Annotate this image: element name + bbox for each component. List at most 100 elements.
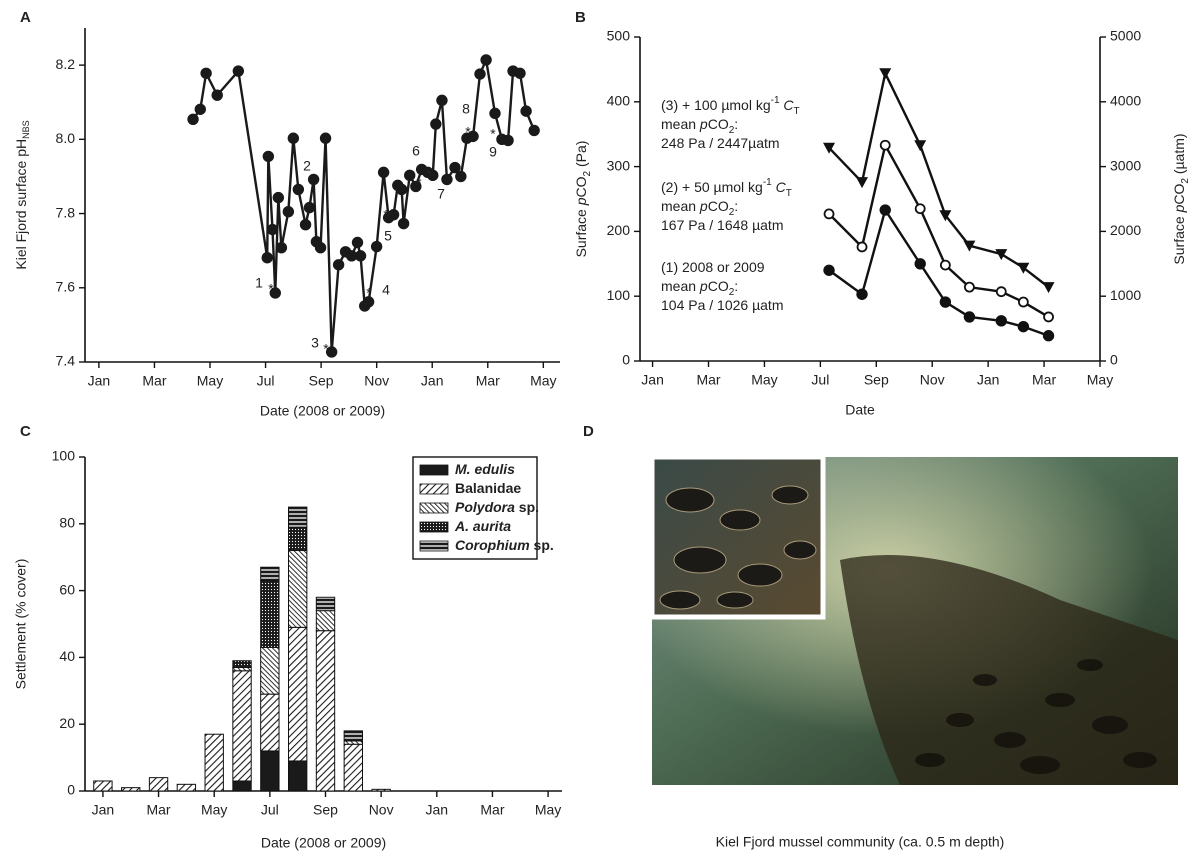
marker — [941, 261, 950, 270]
marker — [264, 152, 274, 162]
figure: AJanMarMayJulSepNovJanMarMay7.47.67.88.0… — [0, 0, 1192, 856]
marker — [915, 259, 925, 269]
panel-label: C — [20, 423, 31, 440]
bar-segment — [261, 567, 279, 580]
annotation: 7 — [437, 186, 445, 202]
annotation: 8 — [462, 101, 470, 117]
marker — [284, 207, 294, 217]
marker — [881, 141, 890, 150]
marker — [880, 205, 890, 215]
bar-segment — [344, 741, 362, 744]
bar-segment — [316, 597, 334, 610]
marker — [277, 243, 287, 253]
annotation: 9 — [489, 144, 497, 160]
y-tick-label: 7.4 — [56, 353, 76, 369]
x-tick-label: Mar — [480, 802, 504, 818]
x-tick-label: Jul — [261, 802, 279, 818]
panel-label: B — [575, 9, 586, 26]
annotation-marker: * — [366, 285, 372, 301]
marker — [475, 69, 485, 79]
text-run: p — [699, 198, 708, 214]
x-axis-title: Date — [845, 402, 875, 418]
bar-segment — [344, 731, 362, 741]
series-label: 104 Pa / 1026 µatm — [661, 297, 783, 313]
bar-segment — [288, 551, 306, 628]
series-label: mean pCO2: — [661, 198, 738, 218]
y-tick-label: 4000 — [1110, 93, 1141, 109]
bar-segment — [233, 671, 251, 781]
marker — [521, 106, 531, 116]
legend-label: Polydora sp. — [455, 499, 539, 515]
text-run: (3) + 100 µmol kg — [661, 97, 771, 113]
text-run: : — [734, 116, 738, 132]
bar-segment — [261, 751, 279, 791]
x-tick-label: Mar — [696, 372, 720, 388]
text-run: Surface — [573, 205, 589, 257]
x-tick-label: Nov — [920, 372, 945, 388]
y-tick-label: 400 — [607, 93, 631, 109]
marker — [529, 126, 539, 136]
legend-label: Balanidae — [455, 480, 521, 496]
x-tick-label: Mar — [146, 802, 170, 818]
annotation-marker: * — [465, 124, 471, 140]
legend-label: Corophium sp. — [455, 537, 554, 553]
text-run: mean — [661, 278, 700, 294]
x-tick-label: Sep — [313, 802, 338, 818]
legend-label-word: Balanidae — [455, 480, 521, 496]
legend-swatch — [420, 484, 448, 494]
text-run: CO — [708, 116, 729, 132]
bar-segment — [316, 611, 334, 631]
text-run: p — [1171, 204, 1187, 213]
marker — [997, 287, 1006, 296]
y-tick-label: 7.8 — [56, 204, 76, 220]
bar-segment — [205, 734, 223, 791]
photo — [652, 457, 1178, 785]
text-run: : — [734, 198, 738, 214]
bar-segment — [233, 661, 251, 668]
text-run: CO — [573, 176, 589, 197]
marker — [879, 68, 891, 79]
bar-segment — [233, 781, 251, 791]
marker — [450, 163, 460, 173]
marker — [490, 109, 500, 119]
text-run: mean — [661, 116, 700, 132]
legend-label-word: edulis — [471, 461, 516, 477]
marker — [1019, 322, 1029, 332]
x-tick-label: May — [201, 802, 227, 818]
y-tick-label: 300 — [607, 157, 631, 173]
text-run: CO — [708, 198, 729, 214]
marker — [389, 210, 399, 220]
text-run: p — [699, 116, 708, 132]
y-tick-label: 0 — [622, 352, 630, 368]
marker — [372, 242, 382, 252]
bar-segment — [261, 694, 279, 751]
text-run: T — [794, 106, 800, 117]
annotation: 3 — [311, 335, 319, 351]
marker — [996, 316, 1006, 326]
marker — [397, 185, 407, 195]
marker — [515, 68, 525, 78]
y-tick-label: 40 — [59, 648, 75, 664]
y-tick-label: 500 — [607, 28, 631, 44]
marker — [431, 119, 441, 129]
marker — [1043, 282, 1055, 293]
text-run: 248 Pa / 2447µatm — [661, 135, 780, 151]
text-run: (µatm) — [1171, 133, 1187, 178]
marker — [334, 260, 344, 270]
x-tick-label: Jan — [92, 802, 115, 818]
y-tick-label: 8.2 — [56, 56, 76, 72]
legend-label-word: aurita — [469, 518, 511, 534]
series-label: (3) + 100 µmol kg-1 CT — [661, 95, 800, 117]
x-axis-title: Date (2008 or 2009) — [260, 403, 385, 419]
series-label: mean pCO2: — [661, 116, 738, 136]
x-tick-label: Sep — [309, 373, 334, 389]
marker — [268, 225, 278, 235]
text-run: CO — [708, 278, 729, 294]
marker — [301, 220, 311, 230]
y-tick-label: 1000 — [1110, 287, 1141, 303]
bar-segment — [177, 784, 195, 791]
y-tick-label: 20 — [59, 715, 75, 731]
x-tick-label: Jan — [421, 373, 444, 389]
text-run: Surface — [1171, 212, 1187, 264]
marker — [353, 238, 363, 248]
